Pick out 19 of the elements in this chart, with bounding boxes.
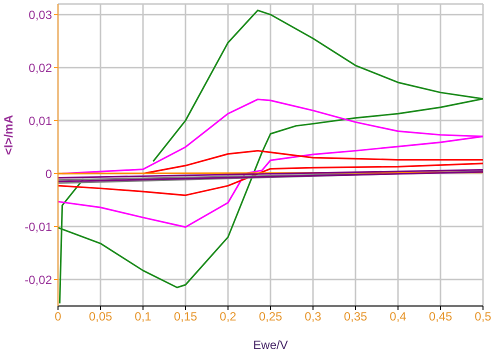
x-tick-label: 0,5: [474, 310, 492, 324]
x-tick-label: 0: [54, 310, 62, 324]
y-tick-label: 0,03: [28, 8, 52, 22]
x-tick-label: 0,3: [304, 310, 322, 324]
x-axis-title: Ewe/V: [253, 338, 288, 352]
x-tick-label: 0,1: [134, 310, 152, 324]
y-tick-label: -0,01: [24, 220, 52, 234]
x-tick-label: 0,4: [390, 310, 407, 324]
x-tick-label: 0,05: [88, 310, 112, 324]
x-tick-label: 0,2: [220, 310, 237, 324]
y-tick-label: 0,02: [28, 60, 52, 75]
x-tick-label: 0,25: [258, 310, 282, 324]
x-tick-label: 0,35: [344, 310, 368, 324]
y-axis-title: <I>/mA: [1, 114, 16, 155]
x-tick-label: 0,45: [428, 310, 452, 324]
y-tick-label: 0,01: [28, 114, 52, 128]
y-tick-label: 0: [45, 166, 52, 181]
y-tick-label: -0,02: [24, 272, 52, 287]
x-tick-label: 0,15: [174, 310, 198, 324]
